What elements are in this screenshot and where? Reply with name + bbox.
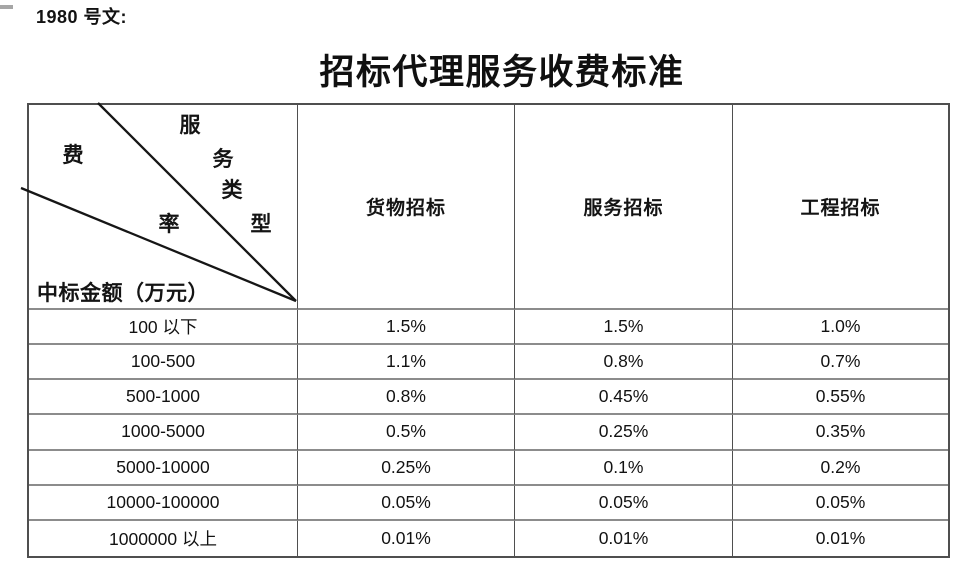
document-ref-number: 1980 号文: <box>36 7 128 27</box>
cell-service: 0.05% <box>515 485 733 521</box>
corner-label-service-char-1: 服 <box>179 113 201 137</box>
row-range: 500-1000 <box>29 380 298 416</box>
corner-label-service-char-4: 型 <box>250 212 272 236</box>
corner-label-amount: 中标金额（万元） <box>37 281 209 305</box>
cell-engineering: 0.05% <box>733 486 948 521</box>
cell-engineering: 0.35% <box>733 415 948 451</box>
row-range: 100-500 <box>29 345 298 381</box>
cell-engineering: 1.0% <box>733 310 948 346</box>
cell-service: 1.5% <box>515 310 733 346</box>
cell-service: 0.45% <box>515 380 733 416</box>
cell-engineering: 0.2% <box>733 451 948 486</box>
corner-label-service-char-3: 类 <box>221 178 243 202</box>
corner-label-service-char-2: 务 <box>212 147 234 171</box>
cell-engineering: 0.01% <box>815 527 866 548</box>
cell-goods: 0.25% <box>298 450 515 486</box>
column-header-engineering: 工程招标 <box>733 105 948 310</box>
cell-service: 0.8% <box>515 345 733 381</box>
row-range: 1000000 以上 <box>29 520 298 556</box>
cell-goods: 0.8% <box>298 380 515 416</box>
fee-standard-table: 费 率 服 务 类 型 中标金额（万元） 货物招标 服务招标 工程招标 100 … <box>20 102 950 558</box>
cell-goods: 1.1% <box>298 345 515 381</box>
table-corner-diagonal-cell: 费 率 服 务 类 型 中标金额（万元） <box>20 102 298 310</box>
column-header-service: 服务招标 <box>515 105 733 310</box>
diagonal-divider-lines <box>20 102 297 303</box>
row-range: 5000-10000 <box>29 450 298 486</box>
cell-goods: 0.05% <box>298 485 515 521</box>
cell-service: 0.01% <box>515 520 733 556</box>
cell-goods: 0.01% <box>298 520 515 556</box>
row-range: 10000-100000 <box>29 485 298 521</box>
cell-service: 0.25% <box>515 415 733 451</box>
cell-engineering: 0.7% <box>733 345 948 381</box>
corner-label-fee-char-1: 费 <box>62 143 84 167</box>
column-header-goods: 货物招标 <box>298 105 515 310</box>
cell-service: 0.1% <box>515 450 733 486</box>
page-title: 招标代理服务收费标准 <box>319 53 685 92</box>
cell-engineering: 0.55% <box>733 380 948 416</box>
row-range: 1000-5000 <box>29 415 298 451</box>
corner-label-fee-char-2: 率 <box>158 212 180 236</box>
screen-edge-artifact <box>0 5 13 9</box>
row-range: 100 以下 <box>29 310 298 346</box>
cell-goods: 0.5% <box>298 415 515 451</box>
cell-goods: 1.5% <box>298 310 515 346</box>
